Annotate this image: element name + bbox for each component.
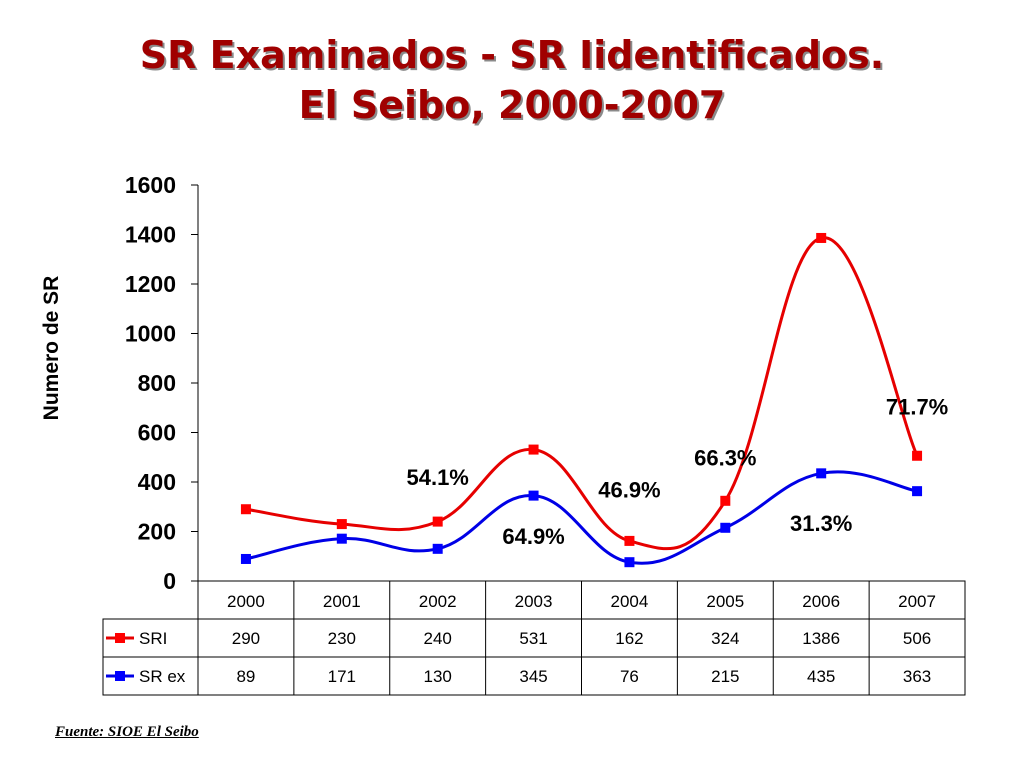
table-cell-value: 89 [236, 667, 255, 686]
legend-label-sri: SRI [139, 629, 167, 648]
data-point-srex [528, 490, 539, 501]
x-category-label: 2006 [802, 592, 840, 611]
legend-swatch-marker-sri [115, 633, 125, 643]
legend-label-srex: SR ex [139, 667, 186, 686]
x-category-label: 2003 [515, 592, 553, 611]
percent-annotation: 71.7% [886, 395, 948, 420]
series-line-srex [245, 470, 918, 565]
data-point-sri [912, 450, 923, 461]
table-cell-value: 435 [807, 667, 835, 686]
x-category-label: 2000 [227, 592, 265, 611]
data-point-sri [528, 444, 539, 455]
data-point-sri [240, 504, 251, 515]
table-cell-value: 171 [328, 667, 356, 686]
data-point-sri [336, 519, 347, 530]
y-tick-label: 400 [138, 469, 176, 495]
table-cell-value: 162 [615, 629, 643, 648]
y-tick-label: 200 [138, 519, 176, 545]
table-cell-value: 531 [519, 629, 547, 648]
percent-annotation: 31.3% [790, 511, 852, 536]
percent-annotation: 54.1% [406, 465, 468, 490]
data-point-sri [816, 232, 827, 243]
table-cell-value: 363 [903, 667, 931, 686]
table-cell-value: 130 [424, 667, 452, 686]
percent-annotation: 46.9% [598, 477, 660, 502]
title-line-1: SR Examinados - SR Iidentificados. [139, 33, 885, 77]
chart-title: SR Examinados - SR Iidentificados. El Se… [0, 30, 1024, 130]
y-tick-label: 1600 [125, 172, 176, 198]
x-category-label: 2002 [419, 592, 457, 611]
legend-swatch-marker-srex [115, 671, 125, 681]
series-layer [240, 232, 923, 568]
table-cell-value: 506 [903, 629, 931, 648]
axis-layer: 0 200 400 600 800 1000 1200 1400 1600 Numero de S… [40, 172, 199, 594]
series-line-sri [245, 236, 919, 551]
percent-annotation: 66.3% [694, 445, 756, 470]
data-point-srex [240, 553, 251, 564]
data-point-srex [432, 543, 443, 554]
table-cell-value: 215 [711, 667, 739, 686]
data-point-srex [912, 486, 923, 497]
data-point-srex [720, 522, 731, 533]
y-tick-label: 1000 [125, 321, 176, 347]
y-tick-label: 1400 [125, 222, 176, 248]
x-category-label: 2004 [611, 592, 649, 611]
annotation-layer: 54.1% 64.9% 46.9% 66.3% 31.3% 71.7% [406, 395, 948, 549]
data-point-sri [624, 535, 635, 546]
data-point-srex [336, 533, 347, 544]
table-cell-value: 345 [519, 667, 547, 686]
y-tick-label: 800 [138, 370, 176, 396]
x-category-label: 2001 [323, 592, 361, 611]
x-category-label: 2007 [898, 592, 936, 611]
table-cell-value: 1386 [802, 629, 840, 648]
table-cell-value: 230 [328, 629, 356, 648]
y-axis-title: Numero de SR [40, 276, 63, 421]
data-point-srex [816, 468, 827, 479]
table-cell-value: 290 [232, 629, 260, 648]
title-line-2: El Seibo, 2000-2007 [298, 83, 726, 127]
data-point-sri [720, 495, 731, 506]
table-cell-value: 240 [424, 629, 452, 648]
data-table: 2000 2001 2002 2003 2004 2005 2006 2007 SRI 290 23… [102, 580, 966, 696]
y-tick-label: 600 [138, 420, 176, 446]
x-category-label: 2005 [706, 592, 744, 611]
table-cell-value: 324 [711, 629, 739, 648]
percent-annotation: 64.9% [502, 524, 564, 549]
data-point-srex [624, 557, 635, 568]
y-tick-label: 1200 [125, 271, 176, 297]
data-point-sri [432, 516, 443, 527]
y-tick-label: 0 [163, 568, 176, 594]
table-cell-value: 76 [620, 667, 639, 686]
source-note: Fuente: SIOE El Seibo [55, 724, 199, 740]
